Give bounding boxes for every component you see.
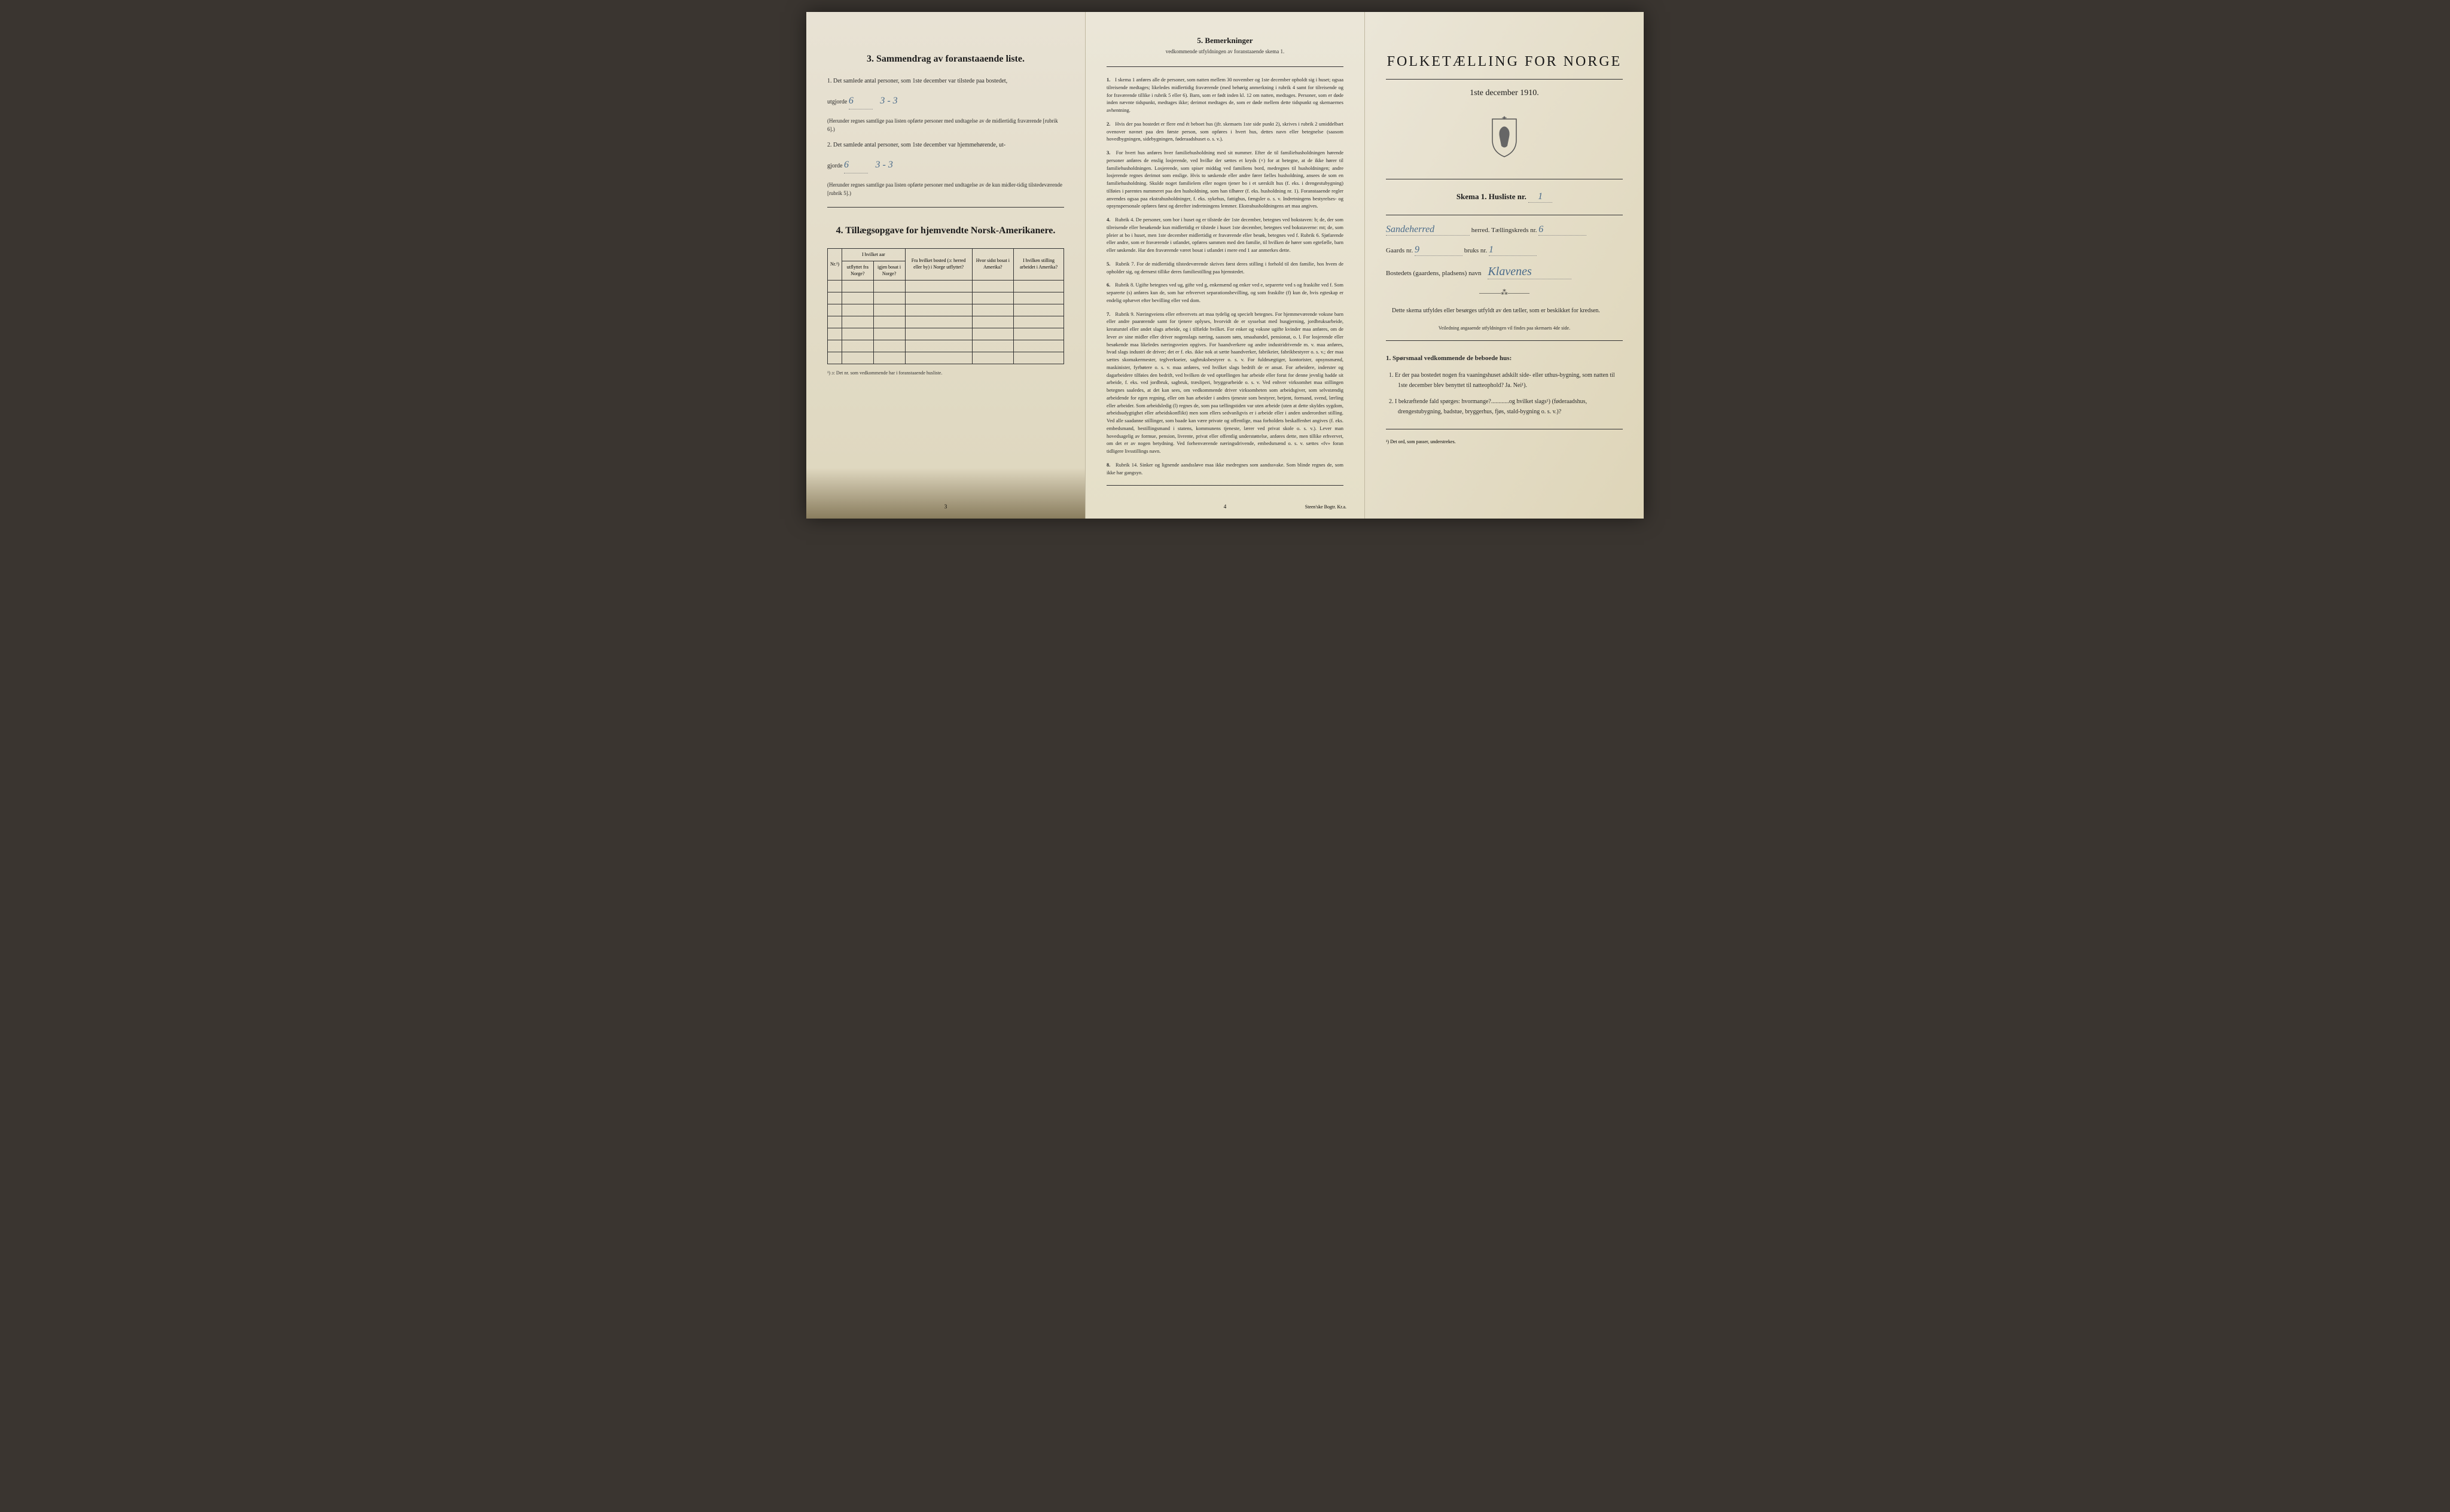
remark-item: 6. Rubrik 8. Ugifte betegnes ved ug, gif…: [1107, 281, 1343, 304]
remark-item: 5. Rubrik 7. For de midlertidig tilstede…: [1107, 260, 1343, 276]
handwritten-count-1: 6: [849, 93, 873, 109]
remark-item: 8. Rubrik 14. Sinker og lignende aandssl…: [1107, 461, 1343, 477]
divider: [1386, 79, 1623, 80]
table-row: [828, 352, 1064, 364]
right-panel: FOLKETÆLLING FOR NORGE 1ste december 191…: [1365, 12, 1644, 519]
herred-line: Sandeherred herred. Tællingskreds nr. 6: [1386, 224, 1623, 236]
remark-item: 7. Rubrik 9. Næringveiens eller erhverve…: [1107, 310, 1343, 455]
table-row: [828, 316, 1064, 328]
remarks-title: 5. Bemerkninger: [1107, 36, 1343, 45]
husliste-number: 1: [1528, 191, 1552, 203]
table-row: [828, 328, 1064, 340]
col-year: I hvilket aar: [842, 248, 906, 261]
table-row: [828, 280, 1064, 292]
handwritten-split-2: 3 - 3: [876, 160, 893, 170]
item-2-value: gjorde 6 3 - 3: [827, 157, 1064, 173]
divider: [1107, 66, 1343, 67]
remark-item: 4. Rubrik 4. De personer, som bor i huse…: [1107, 216, 1343, 254]
col-position: I hvilken stilling arbeidet i Amerika?: [1014, 248, 1064, 280]
remarks-list: 1. I skema 1 anføres alle de personer, s…: [1107, 76, 1343, 476]
page-number: 4: [1224, 504, 1227, 510]
crest-icon: [1486, 116, 1522, 158]
questions-section: 1. Spørsmaal vedkommende de beboede hus:…: [1386, 353, 1623, 417]
instructions-1: Dette skema utfyldes eller besørges utfy…: [1386, 306, 1623, 316]
table-footnote: ¹) ɔ: Det nr. som vedkommende har i fora…: [827, 370, 1064, 376]
col-emigrated: utflyttet fra Norge?: [842, 261, 874, 281]
remark-item: 3. For hvert hus anføres hver familiehus…: [1107, 149, 1343, 210]
instructions-2: Veiledning angaaende utfyldningen vil fi…: [1386, 325, 1623, 331]
handwritten-count-2: 6: [844, 157, 868, 173]
section-3-title: 3. Sammendrag av foranstaaende liste.: [827, 54, 1064, 65]
col-nr: Nr.¹): [828, 248, 842, 280]
question-1: 1. Er der paa bostedet nogen fra vaaning…: [1398, 370, 1623, 391]
col-where: Hvor sidst bosat i Amerika?: [972, 248, 1014, 280]
item-2-text: 2. Det samlede antal personer, som 1ste …: [827, 141, 1064, 150]
section-4-title: 4. Tillægsopgave for hjemvendte Norsk-Am…: [827, 225, 1064, 236]
gaards-line: Gaards nr. 9 bruks nr. 1: [1386, 245, 1623, 256]
coat-of-arms: [1386, 116, 1623, 161]
emigrant-table: Nr.¹) I hvilket aar Fra hvilket bosted (…: [827, 248, 1064, 364]
divider: [1107, 485, 1343, 486]
item-1-note: (Herunder regnes samtlige paa listen opf…: [827, 117, 1064, 134]
remark-item: 1. I skema 1 anføres alle de personer, s…: [1107, 76, 1343, 114]
middle-panel: 5. Bemerkninger vedkommende utfyldningen…: [1086, 12, 1365, 519]
item-1-value: utgjorde 6 3 - 3: [827, 93, 1064, 109]
remark-item: 2. Hvis der paa bostedet er flere end ét…: [1107, 120, 1343, 143]
col-from: Fra hvilket bosted (ɔ: herred eller by) …: [905, 248, 972, 280]
bruks-number: 1: [1489, 245, 1537, 256]
skema-line: Skema 1. Husliste nr. 1: [1386, 191, 1623, 203]
col-returned: igjen bosat i Norge?: [873, 261, 905, 281]
left-panel: 3. Sammendrag av foranstaaende liste. 1.…: [806, 12, 1086, 519]
section-summary: 3. Sammendrag av foranstaaende liste. 1.…: [827, 54, 1064, 198]
table-row: [828, 292, 1064, 304]
question-2: 2. I bekræftende fald spørges: hvormange…: [1398, 397, 1623, 417]
page-number: 3: [944, 504, 947, 510]
table-row: [828, 304, 1064, 316]
item-2-note: (Herunder regnes samtlige paa listen opf…: [827, 181, 1064, 198]
kreds-number: 6: [1538, 224, 1586, 236]
bosted-line: Bostedets (gaardens, pladsens) navn Klav…: [1386, 265, 1623, 279]
publisher-mark: Steen'ske Bogtr. Kr.a.: [1305, 504, 1346, 510]
handwritten-split-1: 3 - 3: [880, 96, 897, 106]
census-document: 3. Sammendrag av foranstaaende liste. 1.…: [806, 12, 1644, 519]
herred-handwritten: Sandeherred: [1386, 224, 1470, 236]
table-row: [828, 340, 1064, 352]
footnote: ¹) Det ord, som passer, understrekes.: [1386, 438, 1623, 445]
gaards-number: 9: [1415, 245, 1462, 256]
census-date: 1ste december 1910.: [1386, 89, 1623, 98]
question-heading: 1. Spørsmaal vedkommende de beboede hus:: [1386, 353, 1623, 364]
divider: [827, 207, 1064, 208]
item-1-text: 1. Det samlede antal personer, som 1ste …: [827, 77, 1064, 86]
bosted-handwritten: Klavenes: [1488, 265, 1571, 279]
divider: [1386, 340, 1623, 341]
main-title: FOLKETÆLLING FOR NORGE: [1386, 54, 1623, 70]
remarks-subtitle: vedkommende utfyldningen av foranstaaend…: [1107, 48, 1343, 54]
ornament: ———⁂———: [1386, 288, 1623, 297]
